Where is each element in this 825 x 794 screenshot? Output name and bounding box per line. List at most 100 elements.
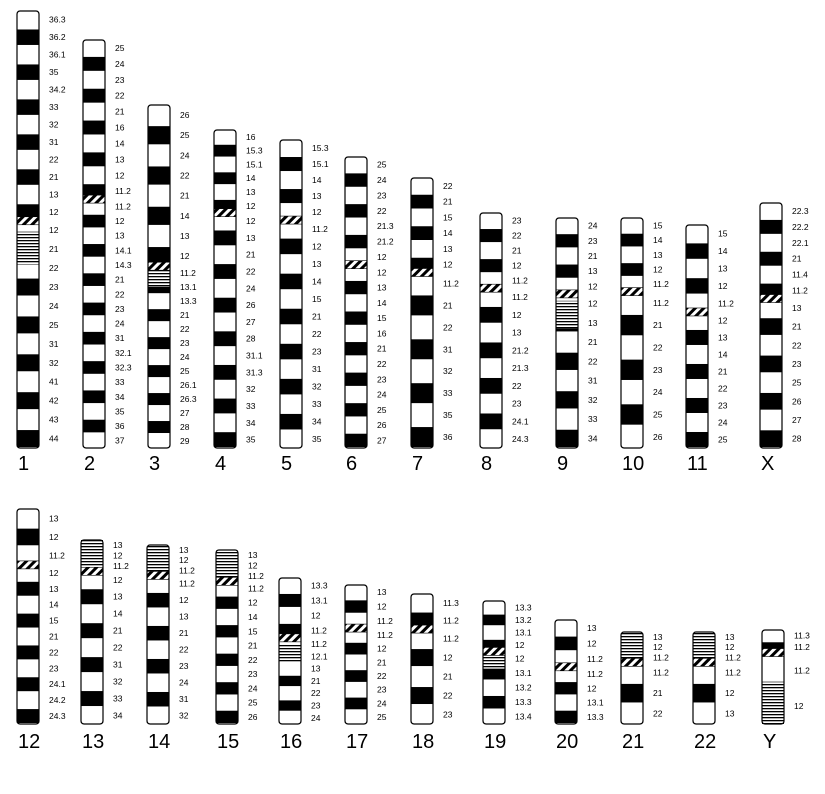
band-label: 24.1 <box>49 679 66 689</box>
dark-band <box>411 649 433 667</box>
band-label: 23 <box>115 304 125 314</box>
chromosome-20: 13 12 11.2 11.2 12 13.1 13.3 20 <box>554 619 604 753</box>
dark-band <box>480 342 502 359</box>
band-label: 34 <box>115 392 125 402</box>
chromosome-7: 22 21 15 14 13 12 11.2 21 22 31 32 33 35 36 7 <box>410 177 459 475</box>
band-label: 14 <box>49 600 59 610</box>
chromosome-name: 2 <box>84 453 95 475</box>
band-label: 22 <box>377 671 387 681</box>
band-label: 36.2 <box>49 32 66 42</box>
band-label: 13 <box>113 540 123 550</box>
band-label: 13 <box>725 709 735 719</box>
band-label: 14 <box>377 298 387 308</box>
heterochromatin-band <box>17 231 39 265</box>
band-label: 12 <box>180 251 190 261</box>
band-label: 14.1 <box>115 245 132 255</box>
band-label: 21 <box>246 250 256 260</box>
chromosome-name: 6 <box>346 453 357 475</box>
centromere <box>215 577 239 586</box>
band-label: 31.1 <box>246 351 263 361</box>
chromosome-border <box>685 224 709 449</box>
band-label: 15.1 <box>312 159 329 169</box>
centromere <box>410 268 434 277</box>
band-label: 21 <box>653 320 663 330</box>
chromosome-name: 15 <box>217 731 239 753</box>
dark-band <box>83 152 105 167</box>
band-label: 16 <box>115 123 125 133</box>
centromere <box>410 624 434 634</box>
band-label: 12 <box>653 265 663 275</box>
band-label: 12 <box>179 555 189 565</box>
band-label: 29 <box>180 436 190 446</box>
chromosome-5: 15.3 15.1 14 13 12 11.2 12 13 14 15 21 22 23 31 32 33 34… <box>279 139 329 475</box>
band-label: 21 <box>179 628 189 638</box>
chromosome-name: 5 <box>281 453 292 475</box>
band-label: 21 <box>588 251 598 261</box>
band-label: 22 <box>377 359 387 369</box>
band-label: 24 <box>377 175 387 185</box>
dark-band <box>555 710 577 723</box>
dark-band <box>345 173 367 187</box>
band-label: 12 <box>115 216 125 226</box>
dark-band <box>556 264 578 278</box>
band-label: 32 <box>443 366 453 376</box>
band-label: 35 <box>115 406 125 416</box>
dark-band <box>411 687 433 705</box>
band-label: 22 <box>512 231 522 241</box>
band-label: 23 <box>179 661 189 671</box>
band-label: 12 <box>312 241 322 251</box>
band-label: 14 <box>718 349 728 359</box>
chromosome-border <box>80 539 104 725</box>
band-label: 12 <box>179 595 189 605</box>
band-label: 13 <box>180 231 190 241</box>
heterochromatin-band <box>148 269 170 287</box>
centromere <box>279 215 303 225</box>
centromere <box>554 662 578 672</box>
band-label: 25 <box>718 434 728 444</box>
band-label: 24 <box>49 301 59 311</box>
band-label: 12 <box>312 207 322 217</box>
dark-band <box>345 403 367 417</box>
band-label: 13 <box>653 250 663 260</box>
dark-band <box>555 636 577 651</box>
band-label: 12 <box>587 683 597 693</box>
band-label: 13 <box>718 332 728 342</box>
dark-band <box>760 392 782 410</box>
band-label: 25 <box>377 712 387 722</box>
band-label: 12 <box>113 575 123 585</box>
band-label: 15.1 <box>246 159 263 169</box>
chromosome-name: 1 <box>18 453 29 475</box>
dark-band <box>17 430 39 447</box>
dark-band <box>621 233 643 247</box>
centromere <box>761 648 785 657</box>
band-label: 33 <box>588 414 598 424</box>
band-label: 12 <box>248 561 258 571</box>
band-label: 11.2 <box>443 278 459 288</box>
dark-band <box>686 431 708 447</box>
chromosome-18: 11.3 11.2 11.2 12 21 22 23 18 <box>410 593 459 753</box>
chromosome-border <box>620 217 644 449</box>
heterochromatin-band <box>147 545 169 576</box>
dark-band <box>556 429 578 447</box>
band-label: 11.2 <box>725 668 741 678</box>
centromere <box>620 287 644 296</box>
dark-band <box>483 666 505 680</box>
band-group <box>480 229 502 430</box>
band-label: 11.2 <box>794 642 810 652</box>
band-label: 22 <box>512 381 522 391</box>
band-label: 26 <box>377 420 387 430</box>
centromere <box>213 208 237 217</box>
band-label: 12 <box>377 644 387 654</box>
dark-band <box>214 264 236 279</box>
band-label: 34.2 <box>49 85 66 95</box>
band-label: 36 <box>115 421 125 431</box>
dark-band <box>148 421 170 434</box>
chromosome-border <box>410 177 434 449</box>
dark-band <box>83 214 105 228</box>
band-label: 32.3 <box>115 362 132 372</box>
heterochromatin-band <box>556 300 578 329</box>
chromosome-border <box>479 212 503 449</box>
band-label: 21.2 <box>512 345 529 355</box>
band-label: 13 <box>49 584 59 594</box>
chromosome-17: 13 12 11.2 11.2 12 21 22 23 24 25 17 <box>344 584 393 753</box>
